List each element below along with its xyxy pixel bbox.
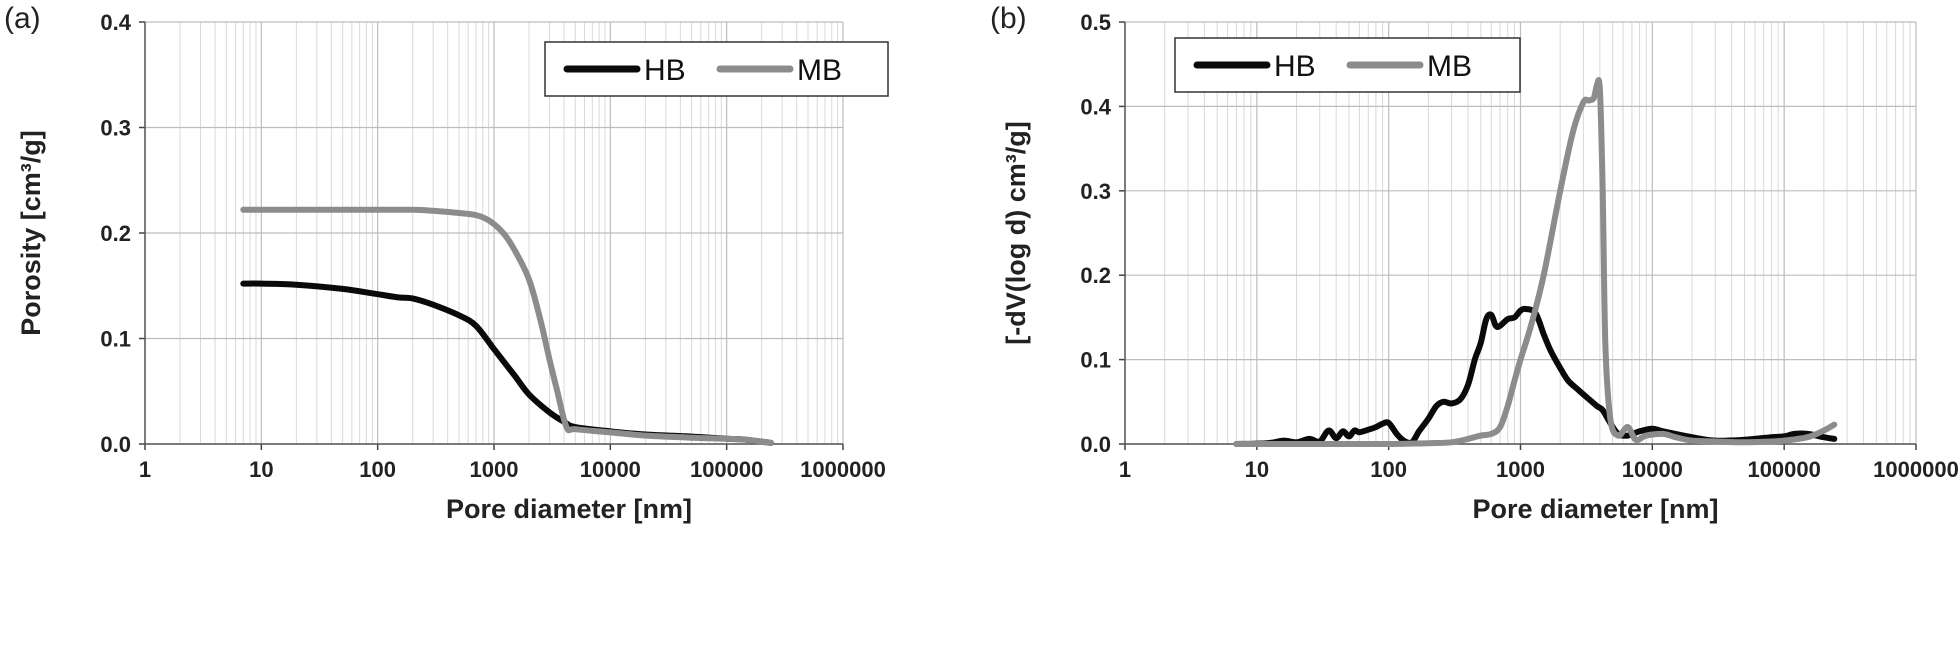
x-tick-label: 100000 xyxy=(1747,457,1820,482)
y-tick-label: 0.3 xyxy=(1080,179,1111,204)
y-tick-label: 0.5 xyxy=(1080,10,1111,35)
series-line-mb xyxy=(240,206,774,446)
x-tick-label: 100 xyxy=(359,457,396,482)
y-tick-label: 0.4 xyxy=(100,10,131,35)
legend: HB MB xyxy=(544,41,889,97)
y-axis-title: [-dV(log d) cm³/g] xyxy=(1001,121,1031,344)
x-tick-label: 10000 xyxy=(1622,457,1683,482)
y-tick-label: 0.0 xyxy=(100,432,131,457)
x-tick-label: 1000 xyxy=(470,457,519,482)
y-tick-label: 0.0 xyxy=(1080,432,1111,457)
x-tick-label: 10 xyxy=(249,457,273,482)
x-tick-label: 1 xyxy=(1119,457,1131,482)
x-tick-label: 10 xyxy=(1245,457,1269,482)
y-tick-label: 0.1 xyxy=(1080,348,1111,373)
y-tick-label: 0.1 xyxy=(100,327,131,352)
y-tick-label: 0.2 xyxy=(1080,263,1111,288)
y-tick-label: 0.2 xyxy=(100,221,131,246)
panel-label: (a) xyxy=(4,2,41,35)
legend-label-mb: MB xyxy=(797,54,842,87)
legend-label-hb: HB xyxy=(644,54,686,87)
x-tick-label: 10000 xyxy=(580,457,641,482)
legend: HB MB xyxy=(1174,37,1521,93)
x-tick-label: 1000000 xyxy=(1873,457,1959,482)
x-tick-label: 100000 xyxy=(690,457,763,482)
x-axis-title: Pore diameter [nm] xyxy=(446,494,692,524)
y-tick-label: 0.4 xyxy=(1080,94,1111,119)
legend-label-hb: HB xyxy=(1274,50,1316,83)
y-tick-label: 0.3 xyxy=(100,116,131,141)
x-tick-label: 100 xyxy=(1370,457,1407,482)
panel-a: 0.0 0.1 0.2 0.3 0.4 1 10 100 1000 10000 100000 1000… xyxy=(4,2,889,524)
panel-b: 0.0 0.1 0.2 0.3 0.4 0.5 1 10 100 1000 10000 100000 1… xyxy=(990,2,1959,524)
legend-label-mb: MB xyxy=(1427,50,1472,83)
x-tick-label: 1000 xyxy=(1496,457,1545,482)
y-axis-title: Porosity [cm³/g] xyxy=(16,130,46,336)
x-tick-label: 1 xyxy=(139,457,151,482)
series-line-mb xyxy=(1233,77,1838,448)
panel-label: (b) xyxy=(990,2,1027,35)
x-axis-title: Pore diameter [nm] xyxy=(1472,494,1718,524)
x-tick-label: 1000000 xyxy=(800,457,886,482)
